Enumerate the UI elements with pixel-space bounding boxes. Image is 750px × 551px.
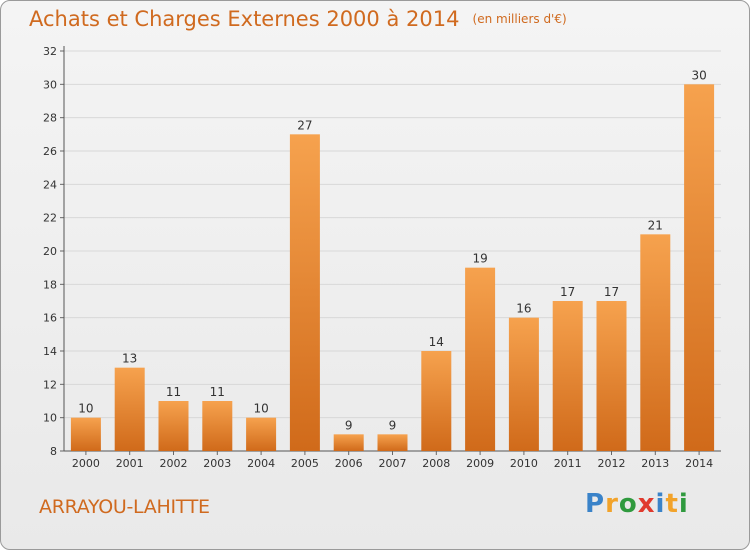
bar xyxy=(246,417,277,451)
bar-value-label: 9 xyxy=(389,418,397,432)
bar xyxy=(640,234,671,451)
x-tick-label: 2008 xyxy=(422,457,450,470)
x-tick-label: 2010 xyxy=(510,457,538,470)
bar xyxy=(202,401,233,451)
x-tick-label: 2002 xyxy=(160,457,188,470)
x-tick-label: 2011 xyxy=(554,457,582,470)
bar xyxy=(70,417,101,451)
y-tick-label: 32 xyxy=(43,45,57,58)
y-tick-label: 24 xyxy=(43,178,57,191)
x-tick-label: 2014 xyxy=(685,457,713,470)
y-tick-label: 26 xyxy=(43,145,57,158)
bar-value-label: 11 xyxy=(210,385,225,399)
y-tick-label: 30 xyxy=(43,78,57,91)
y-tick-label: 16 xyxy=(43,312,57,325)
y-tick-label: 8 xyxy=(50,445,57,458)
bar-value-label: 27 xyxy=(297,118,312,132)
x-tick-label: 2003 xyxy=(203,457,231,470)
x-tick-label: 2004 xyxy=(247,457,275,470)
bar xyxy=(333,434,364,451)
y-tick-label: 18 xyxy=(43,278,57,291)
x-tick-label: 2013 xyxy=(641,457,669,470)
bar-value-label: 16 xyxy=(516,302,531,316)
logo-letter: r xyxy=(605,489,619,519)
y-tick-label: 10 xyxy=(43,412,57,425)
logo-letter: P xyxy=(585,489,606,519)
bar xyxy=(684,84,715,451)
bar-value-label: 14 xyxy=(429,335,444,349)
commune-name: ARRAYOU-LAHITTE xyxy=(39,496,210,518)
bar xyxy=(596,301,627,451)
bar-value-label: 19 xyxy=(472,252,487,266)
logo-letter: i xyxy=(678,489,689,519)
x-tick-label: 2005 xyxy=(291,457,319,470)
logo-letter: t xyxy=(665,489,679,519)
logo-letter: x xyxy=(637,489,656,519)
chart-title-block: Achats et Charges Externes 2000 à 2014 (… xyxy=(29,7,567,31)
proxiti-logo[interactable]: Proxiti xyxy=(585,489,689,519)
x-tick-label: 2001 xyxy=(116,457,144,470)
y-tick-label: 14 xyxy=(43,345,57,358)
bar xyxy=(377,434,408,451)
chart-title: Achats et Charges Externes 2000 à 2014 xyxy=(29,7,460,31)
x-tick-label: 2006 xyxy=(335,457,363,470)
x-tick-label: 2009 xyxy=(466,457,494,470)
bar-value-label: 21 xyxy=(648,218,663,232)
x-tick-label: 2000 xyxy=(72,457,100,470)
bar xyxy=(465,267,496,451)
x-tick-label: 2012 xyxy=(598,457,626,470)
bar xyxy=(114,367,145,451)
bar-value-label: 17 xyxy=(560,285,575,299)
bar-value-label: 11 xyxy=(166,385,181,399)
y-tick-label: 20 xyxy=(43,245,57,258)
y-tick-label: 22 xyxy=(43,212,57,225)
bar xyxy=(158,401,189,451)
bar xyxy=(552,301,583,451)
x-tick-label: 2007 xyxy=(379,457,407,470)
bar xyxy=(289,134,320,452)
chart-unit: (en milliers d'€) xyxy=(472,12,567,26)
y-tick-label: 28 xyxy=(43,112,57,125)
logo-letter: i xyxy=(655,489,666,519)
bar-value-label: 13 xyxy=(122,352,137,366)
bar-value-label: 17 xyxy=(604,285,619,299)
bar-value-label: 30 xyxy=(691,68,706,82)
bar xyxy=(508,317,539,451)
bar-value-label: 10 xyxy=(253,402,268,416)
bar xyxy=(421,351,452,451)
logo-letter: o xyxy=(618,489,638,519)
bar-value-label: 9 xyxy=(345,418,353,432)
y-tick-label: 12 xyxy=(43,378,57,391)
bar-value-label: 10 xyxy=(78,402,93,416)
